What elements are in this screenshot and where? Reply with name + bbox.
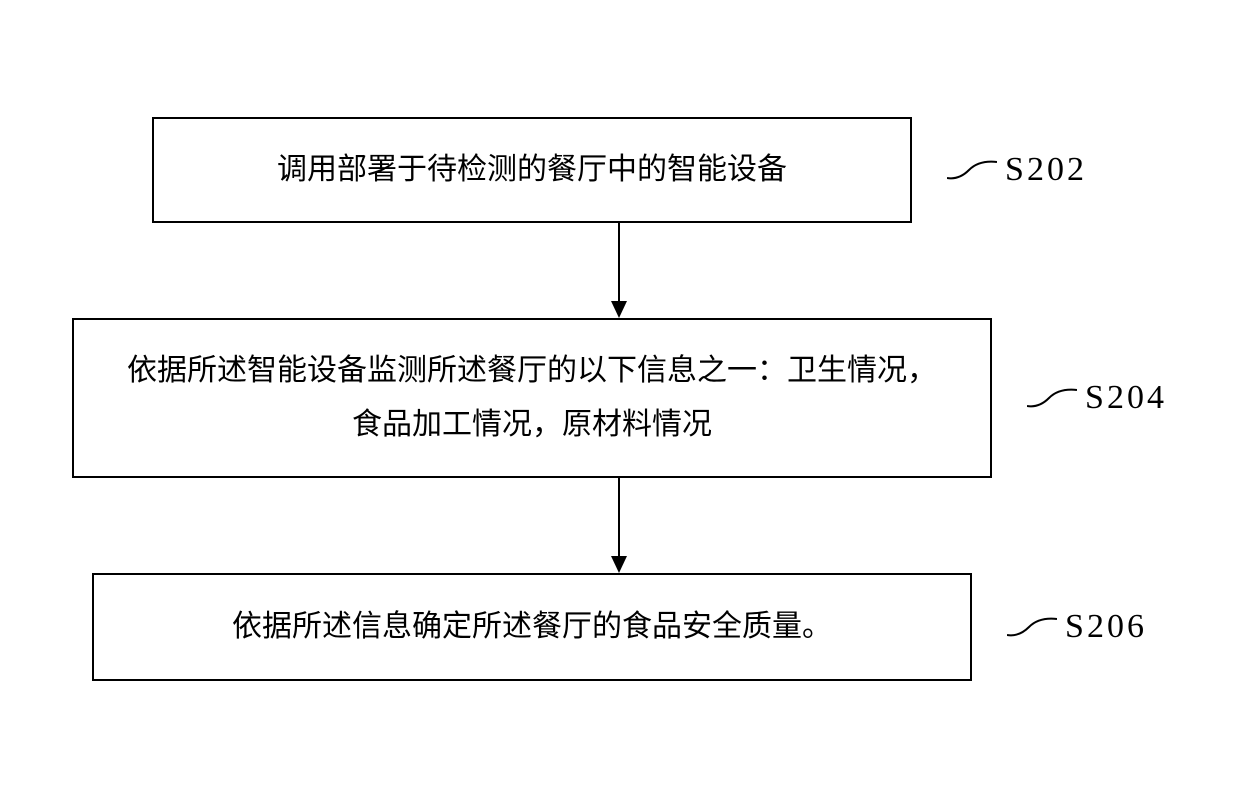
connector-curve-icon bbox=[1027, 378, 1077, 418]
step-1-label-text: S202 bbox=[1005, 151, 1087, 189]
flowchart-row-2: 依据所述智能设备监测所述餐厅的以下信息之一：卫生情况，食品加工情况，原材料情况 … bbox=[72, 318, 1167, 478]
connector-curve-icon bbox=[947, 150, 997, 190]
flowchart-container: 调用部署于待检测的餐厅中的智能设备 S202 依据所述智能设备监测所述餐厅的以下… bbox=[72, 77, 1167, 721]
step-label-2: S204 bbox=[1027, 378, 1167, 418]
flowchart-node-3: 依据所述信息确定所述餐厅的食品安全质量。 bbox=[92, 573, 972, 681]
step-label-3: S206 bbox=[1007, 607, 1147, 647]
step-3-label-text: S206 bbox=[1065, 608, 1147, 646]
node-1-text: 调用部署于待检测的餐厅中的智能设备 bbox=[277, 143, 787, 197]
step-label-1: S202 bbox=[947, 150, 1087, 190]
arrow-down-icon bbox=[604, 223, 634, 318]
flowchart-row-1: 调用部署于待检测的餐厅中的智能设备 S202 bbox=[152, 117, 1087, 223]
node-2-text: 依据所述智能设备监测所述餐厅的以下信息之一：卫生情况，食品加工情况，原材料情况 bbox=[114, 344, 950, 452]
arrow-down-icon bbox=[604, 478, 634, 573]
flowchart-row-3: 依据所述信息确定所述餐厅的食品安全质量。 S206 bbox=[92, 573, 1147, 681]
flowchart-node-2: 依据所述智能设备监测所述餐厅的以下信息之一：卫生情况，食品加工情况，原材料情况 bbox=[72, 318, 992, 478]
flowchart-node-1: 调用部署于待检测的餐厅中的智能设备 bbox=[152, 117, 912, 223]
connector-curve-icon bbox=[1007, 607, 1057, 647]
step-2-label-text: S204 bbox=[1085, 379, 1167, 417]
node-3-text: 依据所述信息确定所述餐厅的食品安全质量。 bbox=[232, 600, 832, 654]
